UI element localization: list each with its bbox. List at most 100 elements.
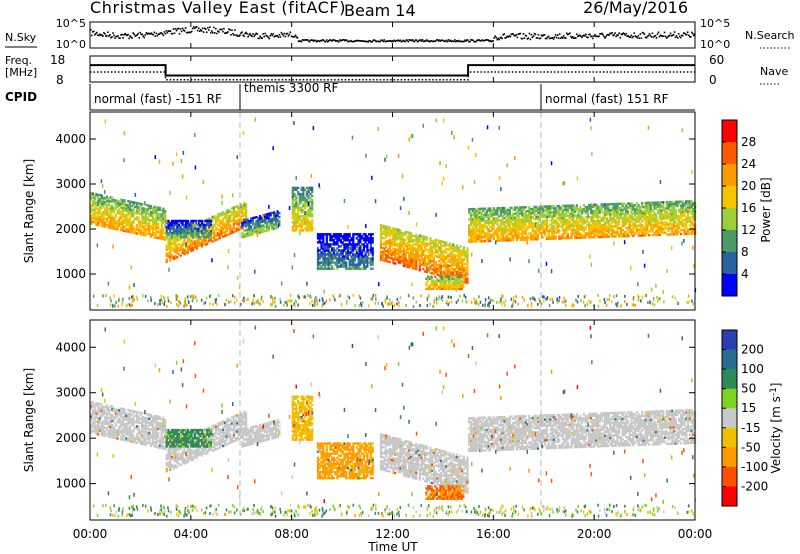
nsky-point [330,39,332,41]
power-cell [239,221,242,224]
power-cell [309,209,312,212]
power-cell [556,209,559,212]
power-cell [165,225,168,229]
power-cell [157,214,160,217]
nsky-point [442,40,445,42]
nave-tick-top: 60 [709,53,724,67]
power-cell [188,234,191,237]
nsearch-label: N.Search [745,29,795,42]
power-cell [352,253,355,256]
nsky-tick-bottom: 10^0 [56,38,86,51]
power-cell [558,213,561,216]
power-cell [348,243,351,246]
power-cell [179,227,182,231]
power-cell [572,226,575,229]
power-cell [394,238,397,241]
power-cell [459,265,462,268]
nsky-point [458,39,460,42]
power-cell [91,192,94,195]
power-cell [619,208,623,212]
power-cell [97,199,100,203]
power-cell [155,218,158,221]
nsky-point [491,40,493,43]
power-cell [379,240,383,243]
power-cell [125,209,128,213]
power-cell [604,229,607,232]
power-cell [107,224,110,227]
power-cell [572,210,575,213]
power-cell [496,227,499,230]
power-cell [164,226,167,229]
power-cell [179,231,182,235]
power-cell [616,223,619,226]
power-cell [238,220,241,223]
nsky-point [499,37,501,39]
power-cell [218,222,221,226]
power-cell [352,247,355,250]
power-cell [135,208,139,211]
power-cell [90,220,93,223]
nsky-point [372,39,374,42]
power-cell [422,239,425,242]
power-cell [307,186,310,190]
nsky-point [245,31,247,34]
power-cell [300,223,303,226]
power-cell [492,225,495,228]
power-cell [540,233,543,237]
power-cell [183,219,186,223]
power-cell [302,211,305,214]
nsky-point [660,35,663,37]
power-cell [577,232,580,235]
power-cell [338,245,341,248]
power-cell [397,251,400,254]
nsky-point [466,39,468,41]
power-cell [234,219,237,223]
power-cell [329,243,332,246]
power-cell [300,229,303,232]
power-cell [183,227,186,231]
power-cell [561,220,564,224]
power-cell [648,234,651,237]
nsky-point [608,34,610,36]
power-cell [469,220,473,223]
power-cell [153,228,156,231]
power-cell [179,246,182,249]
power-cell [305,229,308,232]
power-cell [439,258,443,261]
power-cell [561,214,564,218]
power-cell [114,199,117,202]
power-cell [514,206,517,209]
power-cell [369,249,372,252]
power-cell [255,222,258,225]
power-cell [432,256,435,259]
power-cell [455,285,458,289]
power-cell [404,252,407,256]
power-cell [271,223,274,227]
nsky-point [130,36,132,38]
power-cell [521,206,524,209]
power-cell [626,212,630,215]
power-cell [600,227,603,230]
power-cell [165,252,168,255]
nsky-point [602,33,604,36]
power-cell [404,238,407,242]
power-cell [473,222,476,225]
power-cell [179,236,182,239]
nsky-point [195,26,198,28]
power-cell [480,240,483,243]
power-cell [295,219,298,222]
power-cell [522,212,525,215]
power-cell [570,228,573,232]
power-cell [538,211,541,214]
power-cell [626,234,630,238]
power-cell [364,237,367,240]
power-cell [93,209,96,212]
power-cell [450,275,453,278]
power-cell [418,234,421,237]
power-cell [353,253,357,256]
power-cell [371,247,374,250]
power-cell [499,233,503,236]
power-cell [595,205,598,208]
power-cell [186,241,189,244]
power-cell [170,225,174,229]
